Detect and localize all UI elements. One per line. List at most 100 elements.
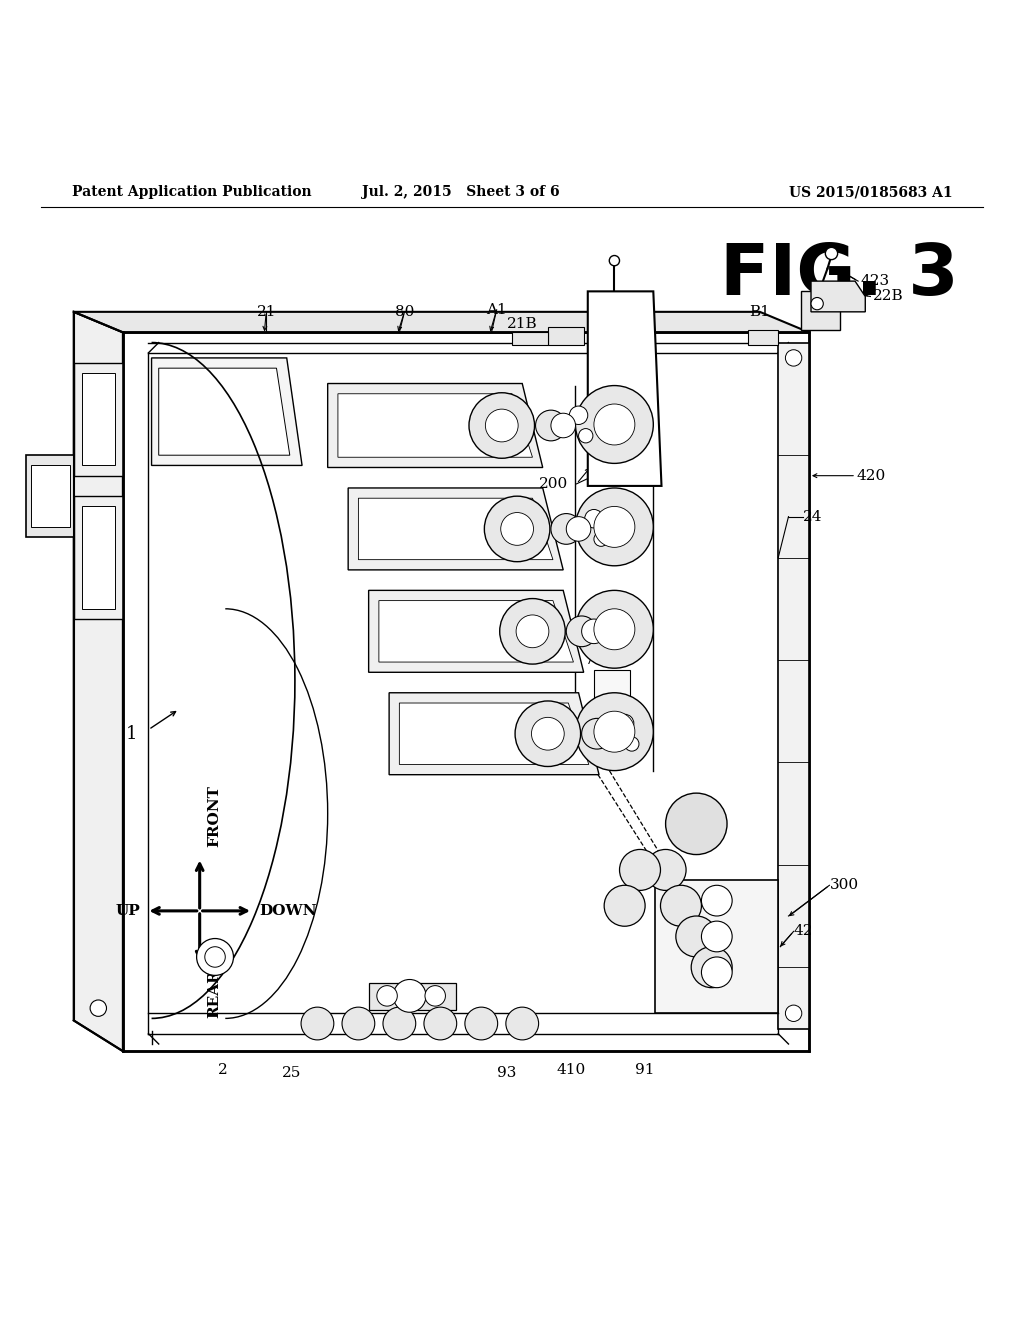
Text: 200: 200 [539,477,568,491]
Circle shape [575,590,653,668]
Text: 21B: 21B [507,317,538,331]
Circle shape [393,979,426,1012]
Circle shape [609,256,620,265]
Circle shape [424,1007,457,1040]
Text: FRONT: FRONT [207,785,221,847]
Circle shape [620,850,660,891]
Polygon shape [328,384,543,467]
Circle shape [465,1007,498,1040]
Text: 300: 300 [829,878,858,892]
Text: FIG. 3: FIG. 3 [720,242,959,310]
Circle shape [575,693,653,771]
Circle shape [579,429,593,444]
Polygon shape [801,292,840,330]
Polygon shape [379,601,573,663]
Polygon shape [31,466,70,527]
Text: UP: UP [116,904,140,917]
Polygon shape [26,455,74,537]
Text: 71A: 71A [585,653,615,667]
Circle shape [575,385,653,463]
Circle shape [551,413,575,438]
Circle shape [597,722,622,746]
Polygon shape [748,330,778,345]
Circle shape [301,1007,334,1040]
Circle shape [569,407,588,425]
Circle shape [785,350,802,366]
Circle shape [594,609,635,649]
Circle shape [615,714,634,733]
Polygon shape [512,333,548,345]
Polygon shape [338,393,532,457]
Text: 21: 21 [256,305,276,319]
Polygon shape [159,368,290,455]
Text: Patent Application Publication: Patent Application Publication [72,185,311,199]
Polygon shape [369,982,456,1010]
Circle shape [90,1001,106,1016]
Circle shape [585,510,603,528]
Circle shape [811,297,823,310]
Circle shape [575,488,653,566]
Circle shape [501,512,534,545]
Circle shape [469,393,535,458]
Circle shape [425,986,445,1006]
Circle shape [600,612,618,631]
Circle shape [582,619,606,644]
Circle shape [566,516,591,541]
Polygon shape [655,880,778,1014]
Text: 91: 91 [635,1063,655,1077]
Polygon shape [123,333,809,1051]
Polygon shape [548,327,584,345]
Text: 93: 93 [498,1065,516,1080]
Text: DOWN: DOWN [259,904,316,917]
Text: REAR: REAR [207,969,221,1018]
Polygon shape [74,363,123,475]
Polygon shape [358,498,553,560]
Circle shape [594,711,635,752]
Polygon shape [389,693,599,775]
Circle shape [701,957,732,987]
Circle shape [515,701,581,767]
Circle shape [566,616,597,647]
Circle shape [594,532,608,546]
Polygon shape [369,590,584,672]
Circle shape [825,247,838,260]
Polygon shape [74,496,123,619]
Polygon shape [811,281,865,312]
Text: 25: 25 [283,1065,301,1080]
Text: 410: 410 [557,1063,586,1077]
Circle shape [383,1007,416,1040]
Text: 1: 1 [125,725,137,743]
Text: 22B: 22B [872,289,903,304]
Circle shape [645,850,686,891]
Text: 80: 80 [395,305,414,319]
Text: 420: 420 [856,469,886,483]
Circle shape [377,986,397,1006]
Polygon shape [348,488,563,570]
Circle shape [625,737,639,751]
Circle shape [551,513,582,544]
Circle shape [531,717,564,750]
Circle shape [676,916,717,957]
Circle shape [785,1005,802,1022]
Circle shape [484,496,550,562]
Circle shape [582,718,612,748]
Text: A1: A1 [486,302,507,317]
Circle shape [701,886,732,916]
Circle shape [666,793,727,854]
Circle shape [594,507,635,548]
Circle shape [500,598,565,664]
Polygon shape [82,507,115,609]
Circle shape [604,886,645,927]
Circle shape [342,1007,375,1040]
Text: 24: 24 [803,510,822,524]
Text: 2: 2 [218,1063,228,1077]
Circle shape [197,939,233,975]
Text: 42: 42 [794,924,813,939]
Polygon shape [152,358,302,466]
Circle shape [594,404,635,445]
Circle shape [485,409,518,442]
Polygon shape [82,374,115,466]
Text: B1: B1 [750,305,770,319]
Circle shape [701,921,732,952]
Polygon shape [778,343,809,1028]
